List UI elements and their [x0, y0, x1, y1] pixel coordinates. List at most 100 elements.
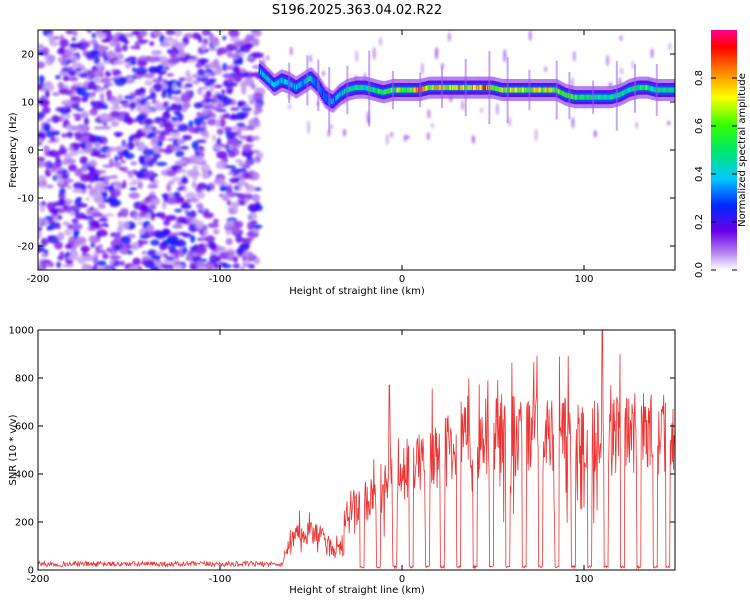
noise-speck [69, 43, 79, 48]
noise-speck [68, 253, 80, 261]
noise-speck [165, 256, 175, 261]
noise-speck [197, 68, 206, 76]
noise-speck [247, 94, 254, 100]
noise-speck [219, 178, 224, 188]
noise-speck [71, 251, 76, 258]
noise-speck [167, 58, 180, 65]
noise-speck [235, 220, 244, 229]
noise-speck [38, 138, 44, 143]
noise-speck [111, 175, 118, 179]
noise-speck [403, 134, 407, 142]
noise-speck [171, 46, 177, 51]
noise-speck [43, 123, 51, 132]
noise-speck [171, 116, 178, 122]
noise-speck [177, 103, 183, 112]
noise-speck [144, 80, 153, 86]
noise-speck [165, 214, 177, 221]
noise-speck [42, 259, 52, 264]
noise-speck [129, 92, 136, 96]
noise-speck [619, 35, 623, 42]
noise-speck [79, 173, 91, 182]
noise-speck [163, 219, 171, 226]
noise-speck [52, 92, 61, 96]
noise-speck [55, 75, 61, 80]
noise-speck [176, 187, 184, 191]
noise-speck [96, 260, 107, 267]
noise-speck [67, 184, 72, 190]
noise-speck [72, 188, 84, 193]
noise-speck [230, 225, 239, 233]
noise-speck [162, 200, 167, 210]
noise-speck [100, 77, 111, 84]
noise-speck [79, 156, 88, 165]
track-streak [317, 59, 320, 111]
noise-speck [92, 100, 105, 110]
noise-speck [65, 260, 74, 265]
noise-speck [229, 37, 241, 42]
noise-speck [76, 124, 88, 133]
noise-speck [109, 255, 122, 260]
track-streak [555, 60, 558, 120]
noise-speck [93, 55, 101, 65]
noise-speck [227, 172, 234, 176]
noise-speck [42, 46, 50, 56]
noise-speck [139, 234, 150, 240]
noise-speck [117, 53, 124, 60]
noise-speck [175, 196, 185, 204]
noise-speck [593, 130, 597, 138]
noise-speck [75, 68, 82, 72]
noise-speck [109, 259, 115, 265]
noise-speck [116, 133, 121, 138]
noise-speck [57, 215, 63, 220]
noise-speck [232, 263, 241, 269]
noise-speck [198, 129, 209, 136]
noise-speck [222, 73, 232, 79]
track-streak [328, 66, 331, 133]
noise-speck [68, 66, 74, 71]
noise-speck [182, 246, 188, 254]
noise-speck [183, 78, 193, 82]
noise-speck [620, 67, 624, 75]
noise-speck [225, 238, 233, 246]
noise-speck [81, 96, 89, 103]
noise-speck [66, 206, 72, 214]
noise-speck [137, 39, 149, 43]
spectrogram-xlabel: Height of straight line (km) [289, 286, 425, 297]
noise-speck [132, 97, 143, 101]
noise-speck [471, 135, 475, 144]
noise-speck [101, 136, 107, 142]
noise-speck [216, 246, 227, 252]
noise-speck [169, 95, 179, 101]
noise-speck [88, 235, 100, 244]
noise-speck [668, 42, 672, 51]
noise-speck [71, 37, 76, 42]
noise-speck [236, 128, 242, 138]
noise-speck [137, 113, 147, 120]
noise-speck [201, 42, 207, 51]
noise-speck [241, 86, 247, 95]
noise-speck [111, 161, 120, 167]
noise-speck [140, 199, 151, 205]
noise-speck [239, 243, 250, 250]
noise-speck [138, 211, 147, 218]
noise-speck [195, 62, 202, 69]
noise-speck [153, 30, 163, 36]
noise-speck [163, 147, 173, 155]
x-tick-label: 0 [399, 574, 405, 585]
noise-speck [355, 50, 359, 63]
noise-speck [189, 210, 197, 219]
noise-speck [232, 60, 244, 65]
noise-speck [150, 254, 161, 260]
noise-speck [100, 229, 107, 236]
noise-speck [244, 197, 249, 204]
noise-speck [196, 203, 204, 209]
noise-speck [155, 107, 161, 111]
noise-speck [101, 190, 108, 200]
noise-speck [174, 42, 187, 49]
noise-speck [239, 266, 245, 270]
noise-speck [153, 83, 163, 92]
noise-speck [226, 133, 235, 140]
noise-speck [147, 56, 157, 63]
noise-speck [80, 245, 91, 253]
